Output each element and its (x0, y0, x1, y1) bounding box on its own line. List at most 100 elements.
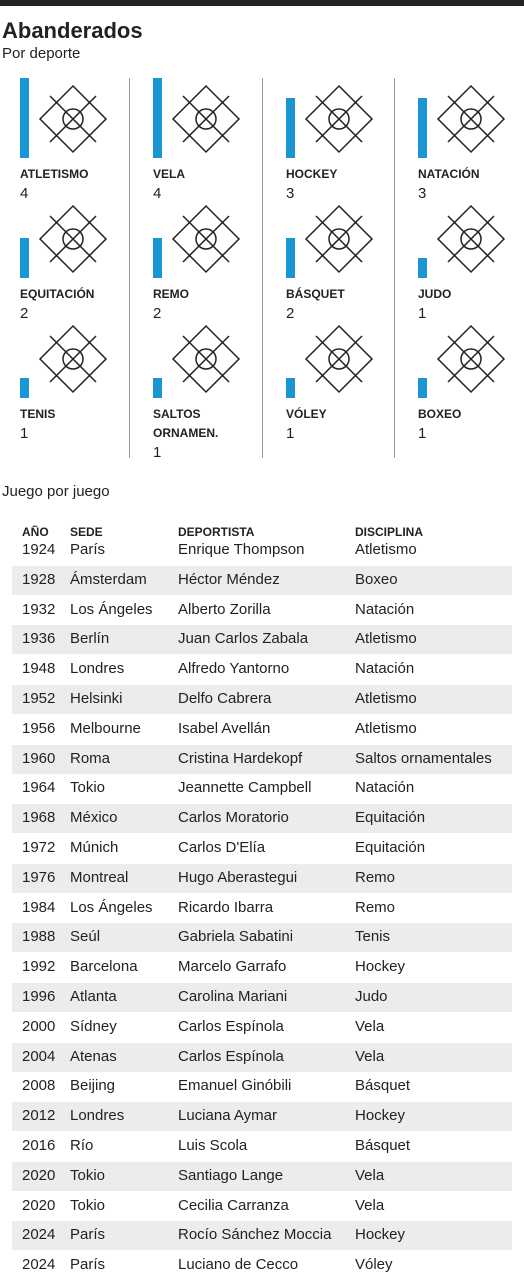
table-cell: Luciano de Cecco (178, 1256, 299, 1274)
column-header: DISCIPLINA (355, 525, 424, 539)
table-cell: Saltos ornamentales (355, 749, 492, 767)
table-cell: Natación (355, 779, 415, 797)
count-bar (418, 258, 427, 278)
table-cell: 1960 (22, 749, 56, 767)
table-cell: Tokio (70, 1166, 106, 1184)
table-cell: Vóley (355, 1256, 393, 1274)
sport-count: 1 (418, 425, 427, 442)
table-cell: 1996 (22, 988, 56, 1005)
table-cell: Londres (70, 660, 125, 678)
table-cell: Vela (355, 1047, 385, 1065)
subtitle: Por deporte (2, 45, 81, 62)
table-cell: 1964 (22, 779, 56, 797)
count-bar (20, 78, 29, 158)
table-cell: París (70, 1226, 106, 1244)
table-cell: 1968 (22, 809, 56, 827)
table-cell: Melbourne (70, 719, 141, 737)
table-cell: 2024 (22, 1226, 56, 1244)
sport-name: EQUITACIÓN (20, 287, 95, 301)
title: Abanderados (2, 18, 143, 43)
count-bar (286, 238, 295, 278)
sport-name: REMO (153, 287, 189, 301)
table-cell: 1936 (22, 630, 56, 648)
count-bar (20, 238, 29, 278)
sport-icon (436, 84, 506, 154)
table-cell: Equitación (355, 809, 426, 827)
sport: ATLETISMO 4 (20, 165, 110, 203)
table-cell: Carolina Mariani (178, 988, 288, 1005)
table-cell: Judo (355, 988, 388, 1005)
table-cell: Carlos Espínola (178, 1017, 284, 1035)
sport-icon (38, 204, 108, 274)
row-shade (12, 863, 512, 893)
table-cell: Seúl (70, 928, 101, 946)
sport-name: NATACIÓN (418, 167, 480, 181)
table-cell: 1992 (22, 958, 56, 976)
table-cell: Roma (70, 749, 111, 767)
table-cell: Hockey (355, 1107, 406, 1125)
table-cell: Atletismo (355, 690, 417, 707)
sport-icon (304, 324, 374, 394)
table-cell: 2020 (22, 1196, 56, 1214)
table-cell: Los Ángeles (70, 600, 153, 618)
table-cell: Natación (355, 660, 415, 678)
table-cell: Tokio (70, 1196, 106, 1214)
table-cell: Helsinki (70, 690, 123, 707)
table-cell: Básquet (355, 1077, 411, 1095)
table-cell: Atletismo (355, 541, 417, 558)
sport-count: 2 (153, 305, 162, 322)
table-cell: 2000 (22, 1017, 56, 1035)
sport-icon (171, 204, 241, 274)
sport-icon (304, 84, 374, 154)
table-cell: Los Ángeles (70, 898, 153, 916)
table-cell: 1976 (22, 868, 56, 886)
sport-name: SALTOS ORNAMEN. (153, 407, 219, 440)
row-shade (12, 625, 512, 655)
table-cell: Sídney (70, 1017, 117, 1035)
count-bar (153, 238, 162, 278)
table-cell: Remo (355, 868, 396, 886)
table-cell: Beijing (70, 1077, 116, 1095)
table-cell: Múnich (70, 839, 119, 856)
sport-icon (38, 324, 108, 394)
sport-name: ATLETISMO (20, 167, 89, 181)
table-cell: Vela (355, 1196, 385, 1214)
table-cell: Cecilia Carranza (178, 1196, 289, 1214)
table-cell: Carlos Moratorio (178, 809, 289, 827)
table-cell: Alfredo Yantorno (178, 660, 290, 678)
divider (394, 78, 395, 458)
table-cell: Atletismo (355, 719, 417, 737)
sport: NATACIÓN 3 (418, 165, 508, 203)
table-cell: Marcelo Garrafo (178, 958, 287, 976)
table-cell: Ámsterdam (70, 570, 147, 588)
sport-name: VÓLEY (286, 407, 327, 421)
table-cell: París (70, 541, 106, 558)
sport: VÓLEY 1 (286, 405, 376, 443)
sport-count: 2 (286, 305, 295, 322)
count-bar (286, 378, 295, 398)
table-cell: Vela (355, 1017, 385, 1035)
sport-icon (171, 324, 241, 394)
count-bar (418, 98, 427, 158)
table-cell: 1952 (22, 690, 56, 707)
table-cell: Hockey (355, 1226, 406, 1244)
table-cell: Juan Carlos Zabala (178, 630, 309, 648)
table-cell: 1984 (22, 898, 56, 916)
table-cell: Equitación (355, 839, 426, 856)
top-rule (0, 0, 524, 6)
row-shade (12, 744, 512, 774)
table-cell: Carlos Espínola (178, 1047, 284, 1065)
sport-count: 2 (20, 305, 29, 322)
table-cell: 2008 (22, 1077, 56, 1095)
row-shade (12, 1102, 512, 1132)
sport-name: BOXEO (418, 407, 462, 421)
table-cell: Natación (355, 600, 415, 618)
sport: EQUITACIÓN 2 (20, 285, 110, 323)
table-cell: Atletismo (355, 630, 417, 648)
table-cell: Ricardo Ibarra (178, 898, 274, 916)
table-cell: 1956 (22, 719, 56, 737)
sport: SALTOS ORNAMEN. 1 (153, 405, 243, 462)
row-shade (12, 804, 512, 834)
table-cell: Gabriela Sabatini (178, 928, 294, 946)
